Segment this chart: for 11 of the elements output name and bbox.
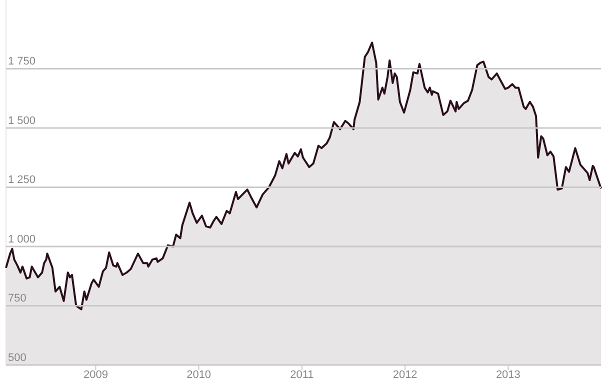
y-tick-label: 500: [8, 352, 26, 364]
y-tick-label: 750: [8, 292, 26, 305]
x-tick-label: 2013: [496, 369, 520, 381]
x-tick-label: 2012: [392, 369, 418, 381]
x-tick-label: 2009: [83, 369, 108, 381]
x-tick-label: 2010: [186, 369, 212, 381]
y-tick-label: 1 500: [8, 114, 36, 127]
y-tick-label: 1 750: [8, 56, 36, 68]
x-tick-label: 2011: [290, 369, 314, 381]
y-tick-label: 1 000: [8, 233, 36, 246]
y-tick-label: 1 250: [8, 174, 36, 186]
